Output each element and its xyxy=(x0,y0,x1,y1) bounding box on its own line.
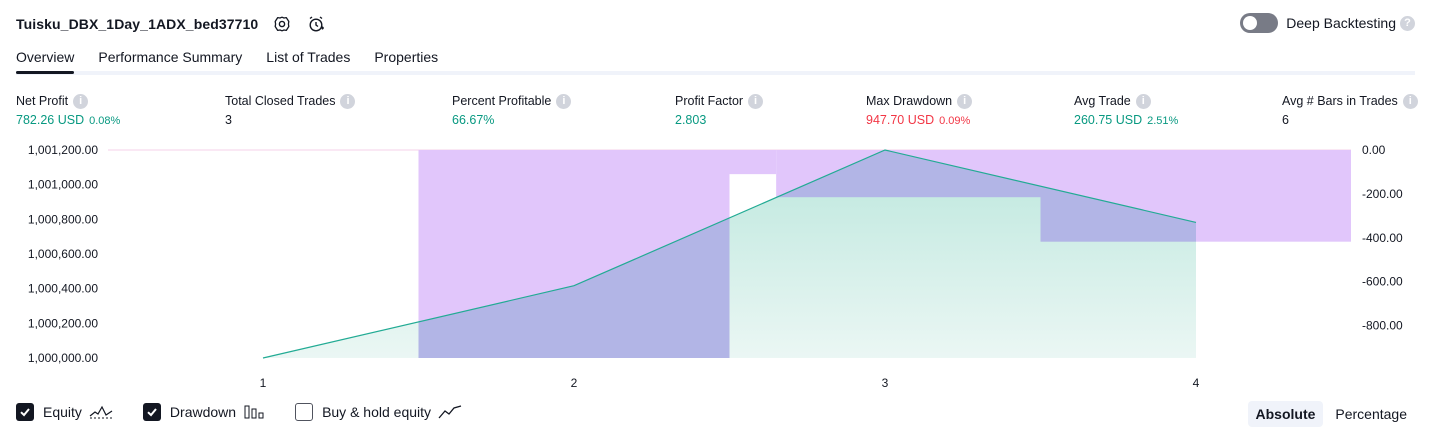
left-axis-tick: 1,001,200.00 xyxy=(28,143,98,157)
right-axis-tick: 0.00 xyxy=(1362,143,1386,157)
stat-avg-trade: Avg Trade i 260.75 USD 2.51% xyxy=(1074,93,1178,127)
x-axis-tick: 3 xyxy=(882,376,889,390)
settings-icon[interactable] xyxy=(272,14,292,34)
stat-label: Max Drawdown xyxy=(866,94,953,108)
strategy-header: Tuisku_DBX_1Day_1ADX_bed37710 xyxy=(16,12,326,36)
x-axis-tick: 1 xyxy=(260,376,267,390)
stat-net-profit: Net Profit i 782.26 USD 0.08% xyxy=(16,93,120,127)
info-icon[interactable]: i xyxy=(1135,93,1151,109)
right-axis-tick: -400.00 xyxy=(1362,231,1403,245)
scale-mode-switch: Absolute Percentage xyxy=(1244,401,1416,427)
mode-absolute-button[interactable]: Absolute xyxy=(1247,401,1324,427)
chart-canvas: 1,001,200.00 1,001,000.00 1,000,800.00 1,00… xyxy=(28,143,1403,390)
stat-percent-profitable: Percent Profitable i 66.67% xyxy=(452,93,572,127)
tabs-divider xyxy=(16,71,1415,75)
tab-bar: Overview Performance Summary List of Tra… xyxy=(16,46,1415,76)
equity-checkbox[interactable] xyxy=(16,403,34,421)
equity-line xyxy=(262,149,1197,359)
deep-backtesting-label: Deep Backtesting xyxy=(1286,15,1396,31)
legend-label: Drawdown xyxy=(169,404,237,420)
left-axis-tick: 1,000,800.00 xyxy=(28,212,98,226)
info-icon[interactable]: i xyxy=(957,93,973,109)
stat-total-closed-trades: Total Closed Trades i 3 xyxy=(225,93,356,127)
x-axis: 1 2 3 4 xyxy=(260,376,1200,390)
legend-drawdown[interactable]: Drawdown xyxy=(142,403,265,421)
mode-percentage-button[interactable]: Percentage xyxy=(1335,406,1407,422)
stat-value: 3 xyxy=(225,113,232,127)
toggle-knob xyxy=(1243,16,1258,30)
stat-value: 260.75 USD xyxy=(1074,113,1143,127)
stat-avg-bars: Avg # Bars in Trades i 6 xyxy=(1282,93,1418,127)
deep-backtesting-control: Deep Backtesting ? xyxy=(1240,13,1415,33)
tab-properties[interactable]: Properties xyxy=(374,49,439,65)
left-axis-tick: 1,001,000.00 xyxy=(28,178,98,192)
tab-performance-summary[interactable]: Performance Summary xyxy=(98,49,243,65)
legend-equity[interactable]: Equity xyxy=(16,403,113,421)
legend-label: Equity xyxy=(43,404,82,420)
stat-percent: 2.51% xyxy=(1147,115,1179,127)
stat-label: Profit Factor xyxy=(675,94,744,108)
stat-percent: 0.08% xyxy=(89,115,121,127)
deep-backtesting-toggle[interactable] xyxy=(1240,13,1279,33)
info-icon[interactable]: i xyxy=(556,93,572,109)
stat-label: Avg Trade xyxy=(1074,94,1131,108)
drawdown-bar xyxy=(729,150,777,175)
strategy-title: Tuisku_DBX_1Day_1ADX_bed37710 xyxy=(16,16,259,32)
stat-label: Avg # Bars in Trades xyxy=(1282,94,1398,108)
stat-label: Total Closed Trades xyxy=(225,94,336,108)
right-axis-tick: -600.00 xyxy=(1362,275,1403,289)
stat-value: 2.803 xyxy=(675,113,707,127)
equity-line-icon xyxy=(89,404,113,420)
help-icon[interactable]: ? xyxy=(1400,15,1415,31)
stat-value: 947.70 USD xyxy=(866,113,935,127)
stat-value: 6 xyxy=(1282,113,1289,127)
right-axis: 0.00 -200.00 -400.00 -600.00 -800.00 xyxy=(1362,143,1403,333)
drawdown-checkbox[interactable] xyxy=(142,403,161,421)
tab-list-of-trades[interactable]: List of Trades xyxy=(266,49,351,65)
stat-max-drawdown: Max Drawdown i 947.70 USD 0.09% xyxy=(866,93,973,127)
left-axis-tick: 1,000,200.00 xyxy=(28,316,98,330)
equity-chart[interactable]: 1,001,200.00 1,001,000.00 1,000,800.00 1,00… xyxy=(0,140,1431,400)
x-axis-tick: 2 xyxy=(571,376,578,390)
legend-label: Buy & hold equity xyxy=(322,404,432,420)
stat-profit-factor: Profit Factor i 2.803 xyxy=(675,93,764,127)
info-icon[interactable]: i xyxy=(340,93,356,109)
legend-buy-hold[interactable]: Buy & hold equity xyxy=(295,403,462,421)
buy-hold-checkbox[interactable] xyxy=(295,403,314,421)
stat-label: Net Profit xyxy=(16,94,69,108)
info-icon[interactable]: i xyxy=(1402,93,1418,109)
left-axis-tick: 1,000,600.00 xyxy=(28,247,98,261)
stats-row: Net Profit i 782.26 USD 0.08% Total Closed… xyxy=(0,93,1431,133)
drawdown-bars-icon xyxy=(243,404,265,420)
stat-value: 66.67% xyxy=(452,113,495,127)
stat-label: Percent Profitable xyxy=(452,94,552,108)
right-axis-tick: -800.00 xyxy=(1362,319,1403,333)
x-axis-tick: 4 xyxy=(1193,376,1200,390)
stat-percent: 0.09% xyxy=(939,115,971,127)
chart-legend: Equity Drawdown Buy & hold equity xyxy=(16,403,492,421)
buy-hold-line-icon xyxy=(438,404,462,420)
info-icon[interactable]: i xyxy=(748,93,764,109)
left-axis: 1,001,200.00 1,001,000.00 1,000,800.00 1,00… xyxy=(28,143,98,365)
info-icon[interactable]: i xyxy=(73,93,89,109)
left-axis-tick: 1,000,400.00 xyxy=(28,282,98,296)
alert-clock-icon[interactable] xyxy=(306,14,326,34)
left-axis-tick: 1,000,000.00 xyxy=(28,351,98,365)
stat-value: 782.26 USD xyxy=(16,113,85,127)
tab-overview[interactable]: Overview xyxy=(16,46,75,74)
right-axis-tick: -200.00 xyxy=(1362,187,1403,201)
